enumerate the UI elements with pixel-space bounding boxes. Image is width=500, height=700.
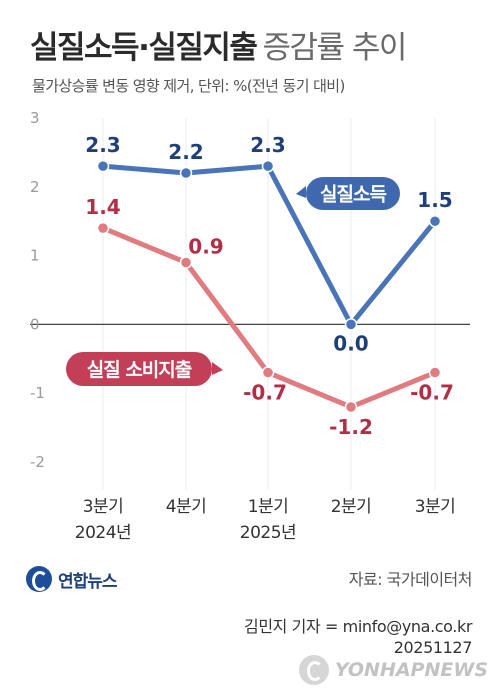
chart-subtitle: 물가상승률 변동 영향 제거, 단위: %(전년 동기 대비) [32, 77, 345, 95]
x-tick-label: 4분기 [166, 497, 207, 517]
data-label: 0.9 [188, 234, 223, 258]
chart-title: 실질소득·실질지출 증감률 추이 [30, 22, 407, 67]
data-point [428, 366, 442, 379]
watermark: YONHAPNEWS [298, 655, 488, 685]
y-tick-label: 3 [30, 109, 40, 127]
legend-label: 실질소득 [320, 184, 386, 206]
data-point [344, 318, 358, 331]
data-label: -0.7 [243, 381, 287, 405]
data-point [428, 214, 442, 228]
x-tick-label: 3분기 [83, 497, 124, 517]
data-label: 2.3 [85, 133, 120, 157]
watermark-logo-icon [298, 655, 329, 685]
data-point [96, 159, 110, 173]
data-point [261, 366, 275, 379]
x-tick-year-label: 2025년 [240, 523, 296, 543]
yonhap-logo: 연합뉴스 [26, 566, 118, 592]
data-label: 2.3 [250, 133, 285, 157]
y-tick-label: -1 [30, 384, 45, 402]
x-tick-label: 2분기 [331, 497, 372, 517]
data-point [179, 256, 193, 269]
x-tick-year-label: 2024년 [75, 523, 131, 543]
x-tick-label: 3분기 [415, 497, 456, 517]
data-point [344, 400, 358, 414]
legend-label: 실질 소비지출 [87, 359, 192, 381]
title-sub: 증감률 추이 [262, 30, 407, 66]
yonhap-logo-icon [26, 566, 52, 592]
logo-text: 연합뉴스 [58, 571, 118, 592]
legend-tail [212, 362, 223, 375]
data-source: 자료: 국가데이터처 [348, 570, 473, 589]
legend-tail [296, 186, 306, 198]
reporter-credit: 김민지 기자 = minfo@yna.co.kr [244, 617, 472, 636]
data-point [96, 221, 110, 235]
watermark-text: YONHAPNEWS [334, 659, 488, 681]
data-point [179, 166, 193, 180]
data-label: 2.2 [168, 140, 203, 164]
data-label: 1.4 [85, 195, 120, 219]
data-label: -1.2 [329, 415, 373, 439]
data-label: -0.7 [410, 381, 454, 405]
publish-date: 20251127 [393, 638, 473, 657]
y-tick-label: 2 [30, 178, 40, 196]
title-main: 실질소득·실질지출 [30, 30, 258, 66]
y-tick-label: 0 [30, 315, 40, 333]
y-tick-label: 1 [30, 247, 40, 265]
legend-badge [66, 352, 212, 386]
data-label: 0.0 [333, 331, 368, 355]
y-tick-label: -2 [30, 453, 45, 471]
data-point [261, 159, 275, 173]
legend-badge [306, 177, 400, 210]
credit: 김민지 기자 = minfo@yna.co.kr 20251127 [244, 616, 472, 658]
x-tick-label: 1분기 [248, 497, 289, 517]
data-label: 1.5 [417, 188, 452, 212]
